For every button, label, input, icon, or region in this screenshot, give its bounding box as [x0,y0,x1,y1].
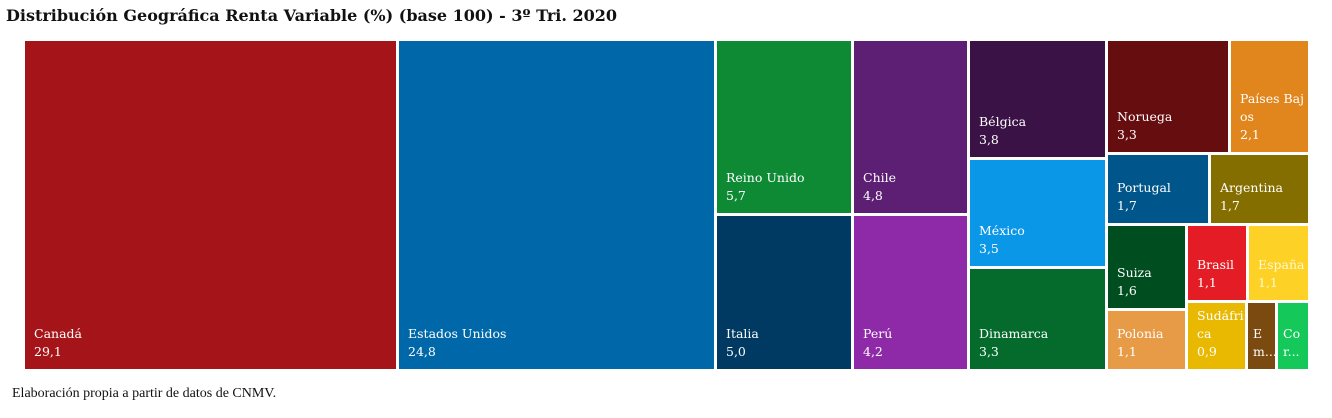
cell-value: 3,8 [979,132,999,147]
treemap-cell: Noruega 3,3 [1108,41,1228,152]
treemap-cell: Italia 5,0 [717,216,851,369]
treemap-cell: Bélgica 3,8 [970,41,1105,157]
treemap-cell: Estados Unidos 24,8 [399,41,714,369]
cell-value: 2,1 [1240,127,1260,142]
cell-value: 1,1 [1197,275,1217,290]
treemap-cell: Perú 4,2 [854,216,967,369]
cell-label: Noruega [1117,109,1173,124]
cell-label: Dinamarca [979,326,1049,341]
treemap-cell: España 1,1 [1249,226,1308,300]
treemap-cell: Canadá 29,1 [25,41,396,369]
treemap-cell: Cor... [1278,303,1308,369]
cell-value: 1,1 [1258,275,1278,290]
cell-label: Canadá [34,326,82,341]
treemap-cell: Polonia 1,1 [1108,311,1185,369]
treemap-cell: Dinamarca 3,3 [970,269,1105,369]
chart-footnote: Elaboración propia a partir de datos de … [12,386,277,401]
treemap-cell: Argentina 1,7 [1211,155,1308,223]
cell-label: Chile [863,170,897,185]
treemap-cell: Em... [1248,303,1275,369]
cell-value: 1,1 [1117,344,1137,359]
cell-value: 5,7 [726,188,746,203]
cell-label: España [1258,257,1305,272]
cell-value: 4,2 [863,344,883,359]
cell-value: 3,3 [1117,127,1137,142]
treemap-cell: Países Bajos 2,1 [1231,41,1308,152]
cell-label: Argentina [1220,180,1283,195]
cell-label: Brasil [1197,257,1235,272]
treemap-cell: México 3,5 [970,160,1105,266]
cell-value: 1,7 [1117,198,1137,213]
cell-value: 24,8 [408,344,436,359]
cell-label: Polonia [1117,326,1164,341]
cell-value: 1,7 [1220,198,1240,213]
cell-value: 3,3 [979,344,999,359]
cell-value: 29,1 [34,344,62,359]
cell-label: Estados Unidos [408,326,507,341]
treemap-cell: Portugal 1,7 [1108,155,1208,223]
treemap-cell: Sudáfrica 0,9 [1188,303,1245,369]
cell-label: Países Bajos [1240,91,1305,124]
cell-label: México [979,223,1025,238]
treemap-cell: Suiza 1,6 [1108,226,1185,308]
cell-label: Italia [726,326,759,341]
cell-value: 3,5 [979,241,999,256]
cell-value: 5,0 [726,344,746,359]
cell-label: Portugal [1117,180,1171,195]
cell-value: 0,9 [1197,344,1217,359]
treemap-cell: Reino Unido 5,7 [717,41,851,213]
cell-label: Em... [1253,326,1275,359]
cell-label: Reino Unido [726,170,805,185]
cell-label: Cor... [1283,326,1301,359]
treemap-cell: Chile 4,8 [854,41,967,213]
cell-label: Bélgica [979,114,1027,129]
cell-label: Suiza [1117,265,1152,280]
cell-value: 1,6 [1117,283,1137,298]
treemap-cell: Brasil 1,1 [1188,226,1246,300]
chart-title: Distribución Geográfica Renta Variable (… [6,6,617,25]
cell-label: Perú [863,326,893,341]
cell-label: Sudáfrica [1197,308,1244,341]
cell-value: 4,8 [863,188,883,203]
